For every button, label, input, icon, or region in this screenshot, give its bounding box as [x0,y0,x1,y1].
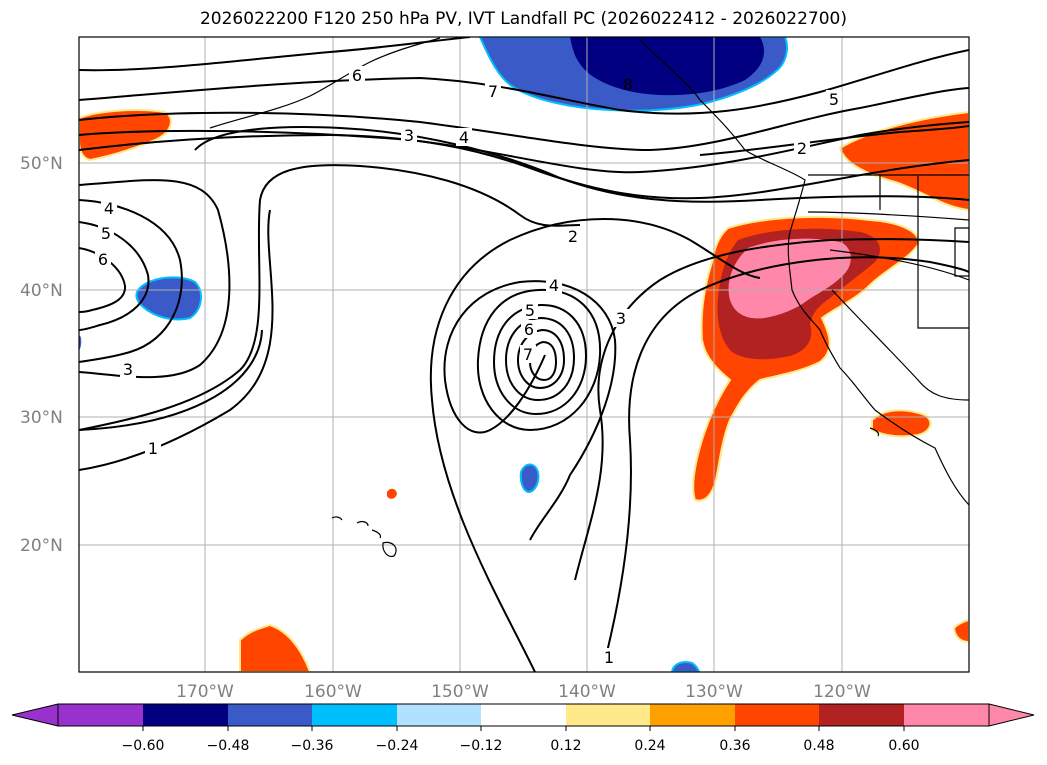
colorbar-bin-4 [312,704,397,726]
map-title: 2026022200 F120 250 hPa PV, IVT Landfall… [199,9,847,29]
lon-label-150w: 150°W [431,682,489,702]
colorbar-bin-7 [566,704,650,726]
colorbar-tick-7: 0.24 [634,738,665,754]
colorbar-tick-5: −0.12 [460,738,503,754]
colorbar-bin-3 [228,704,312,726]
colorbar-tick-8: 0.36 [719,738,750,754]
ivt-patch-south [239,623,312,672]
colorbar-tick-4: −0.24 [376,738,419,754]
contour-label-5-central: 5 [525,301,535,320]
contour-label-2-central: 2 [568,227,578,246]
contour-label-6-west: 6 [98,250,108,269]
contour-label-6: 6 [352,66,362,85]
colorbar-bin-6 [481,704,566,726]
coastlines [209,37,969,557]
contour-label-1-south: 1 [604,648,614,667]
lon-label-130w: 130°W [685,682,743,702]
lat-label-40n: 40°N [20,281,63,301]
ivt-patch-pnw [838,110,969,212]
longitude-labels: 170°W 160°W 150°W 140°W 130°W 120°W [176,682,871,702]
contour-label-4-central: 4 [549,276,559,295]
lat-label-30n: 30°N [20,408,63,428]
colorbar-tick-2: −0.48 [207,738,250,754]
ivt-patch-hawaii [387,488,397,499]
colorbar-tick-3: −0.36 [291,738,334,754]
contour-label-6-central: 6 [524,320,534,339]
lon-label-160w: 160°W [304,682,362,702]
colorbar: −0.60 −0.48 −0.36 −0.24 −0.12 0.12 0.24 … [11,703,1035,754]
lon-label-170w: 170°W [176,682,234,702]
lat-label-20n: 20°N [20,536,63,556]
lat-label-50n: 50°N [20,154,63,174]
contour-label-5-west: 5 [101,224,111,243]
contour-label-3-west: 3 [123,360,133,379]
lon-label-120w: 120°W [813,682,871,702]
contour-label-1: 1 [148,439,158,458]
colorbar-bin-11 [904,704,989,726]
colorbar-bin-1 [58,704,143,726]
contour-label-4: 4 [459,128,469,147]
colorbar-bin-9 [735,704,819,726]
pv-contours [79,37,969,672]
map-frame [78,36,970,673]
contour-label-7: 7 [488,82,498,101]
colorbar-bin-5 [397,704,481,726]
contour-label-3: 3 [404,126,414,145]
contour-label-3-central: 3 [616,309,626,328]
lon-label-140w: 140°W [558,682,616,702]
colorbar-bin-2 [143,704,228,726]
colorbar-extend-left [11,703,59,727]
ivt-patch-central-blue [519,463,540,494]
colorbar-tick-9: 0.48 [803,738,834,754]
contour-label-8: 8 [623,75,633,94]
latitude-labels: 50°N 40°N 30°N 20°N [20,154,63,556]
pv-contour-labels: 7 6 5 4 3 2 1 4 5 6 3 1 2 4 [95,66,842,667]
ivt-negative-regions [79,37,788,672]
ivt-patch-east-edge [952,618,969,644]
colorbar-tick-10: 0.60 [888,738,919,754]
contour-label-4-west: 4 [104,199,114,218]
colorbar-tick-6: 0.12 [550,738,581,754]
contour-label-7-central: 7 [523,345,533,364]
colorbar-extend-right [988,703,1035,727]
colorbar-bin-10 [819,704,904,726]
colorbar-tick-1: −0.60 [122,738,165,754]
contour-label-2: 2 [797,139,807,158]
colorbar-bin-8 [650,704,735,726]
ivt-patch-west-blue [135,276,202,321]
contour-label-5: 5 [829,90,839,109]
